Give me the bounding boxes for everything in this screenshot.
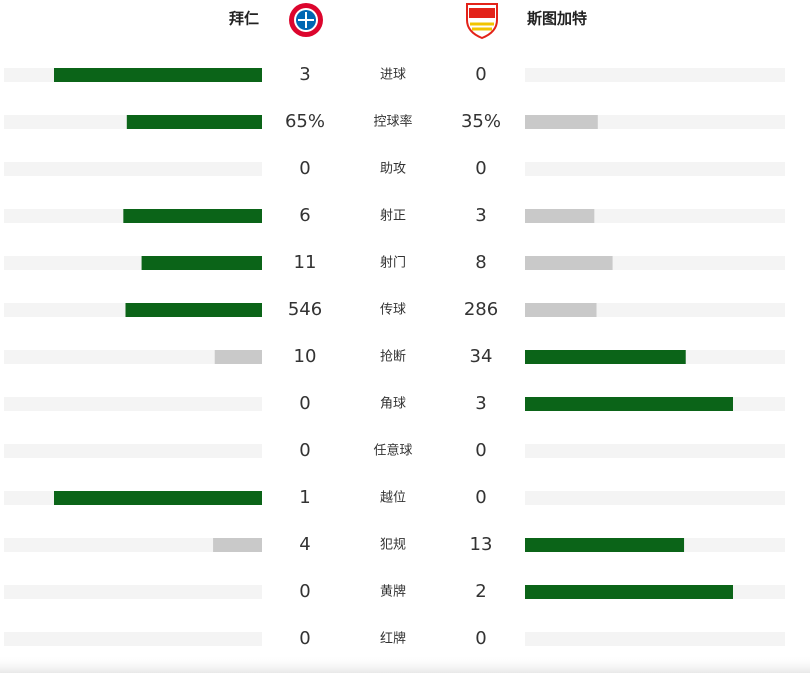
- away-bar: [525, 115, 598, 129]
- away-value: 34: [470, 346, 493, 367]
- home-bar: [141, 256, 262, 270]
- stat-label: 射正: [380, 208, 406, 224]
- away-value: 8: [475, 252, 486, 273]
- stat-label: 助攻: [380, 162, 406, 177]
- away-bar: [525, 256, 613, 270]
- away-bar: [525, 397, 733, 411]
- stat-label: 任意球: [373, 443, 412, 459]
- away-bar: [525, 585, 733, 599]
- home-value: 0: [299, 158, 310, 179]
- away-value: 3: [475, 393, 486, 414]
- away-track: [525, 491, 785, 505]
- home-bar: [54, 491, 262, 505]
- home-value: 0: [299, 440, 310, 461]
- away-bar: [525, 538, 685, 552]
- stat-label: 传球: [380, 303, 406, 318]
- home-bar: [54, 68, 262, 82]
- stat-label: 抢断: [380, 349, 406, 365]
- away-track: [525, 444, 785, 458]
- home-value: 11: [294, 252, 317, 273]
- home-value: 4: [299, 534, 310, 555]
- away-bar: [525, 209, 595, 223]
- home-track: [4, 585, 262, 599]
- home-track: [4, 538, 262, 552]
- away-value: 35%: [461, 111, 501, 132]
- away-value: 286: [464, 299, 498, 320]
- home-value: 0: [299, 628, 310, 649]
- away-value: 13: [470, 534, 493, 555]
- stat-label: 黄牌: [380, 584, 406, 600]
- home-track: [4, 444, 262, 458]
- away-team: 斯图加特: [527, 10, 587, 28]
- home-track: [4, 632, 262, 646]
- home-bar: [123, 209, 262, 223]
- away-track: [525, 632, 785, 646]
- home-bar: [213, 538, 262, 552]
- stat-label: 越位: [380, 491, 406, 506]
- stat-label: 角球: [380, 397, 406, 412]
- home-track: [4, 162, 262, 176]
- away-value: 0: [475, 64, 486, 85]
- away-value: 3: [475, 205, 486, 226]
- bottom-shade: [0, 655, 810, 673]
- stat-label: 控球率: [373, 114, 412, 130]
- home-value: 6: [299, 205, 310, 226]
- home-team: 拜仁: [229, 10, 259, 28]
- home-value: 546: [288, 299, 322, 320]
- away-track: [525, 68, 785, 82]
- away-track: [525, 162, 785, 176]
- home-value: 1: [299, 487, 310, 508]
- stat-label: 红牌: [380, 631, 406, 647]
- away-value: 0: [475, 158, 486, 179]
- home-bar: [214, 350, 262, 364]
- away-value: 0: [475, 628, 486, 649]
- home-logo: [289, 3, 323, 37]
- home-value: 3: [299, 64, 310, 85]
- away-value: 0: [475, 487, 486, 508]
- home-track: [4, 397, 262, 411]
- stat-label: 犯规: [380, 538, 406, 553]
- home-value: 0: [299, 581, 310, 602]
- home-value: 65%: [285, 111, 325, 132]
- away-bar: [525, 350, 686, 364]
- away-logo: [466, 3, 498, 40]
- home-bar: [125, 303, 262, 317]
- away-value: 2: [475, 581, 486, 602]
- away-bar: [525, 303, 597, 317]
- home-value: 10: [294, 346, 317, 367]
- home-bar: [126, 115, 262, 129]
- away-value: 0: [475, 440, 486, 461]
- home-track: [4, 350, 262, 364]
- stat-label: 射门: [380, 255, 406, 271]
- stat-label: 进球: [380, 68, 406, 83]
- home-value: 0: [299, 393, 310, 414]
